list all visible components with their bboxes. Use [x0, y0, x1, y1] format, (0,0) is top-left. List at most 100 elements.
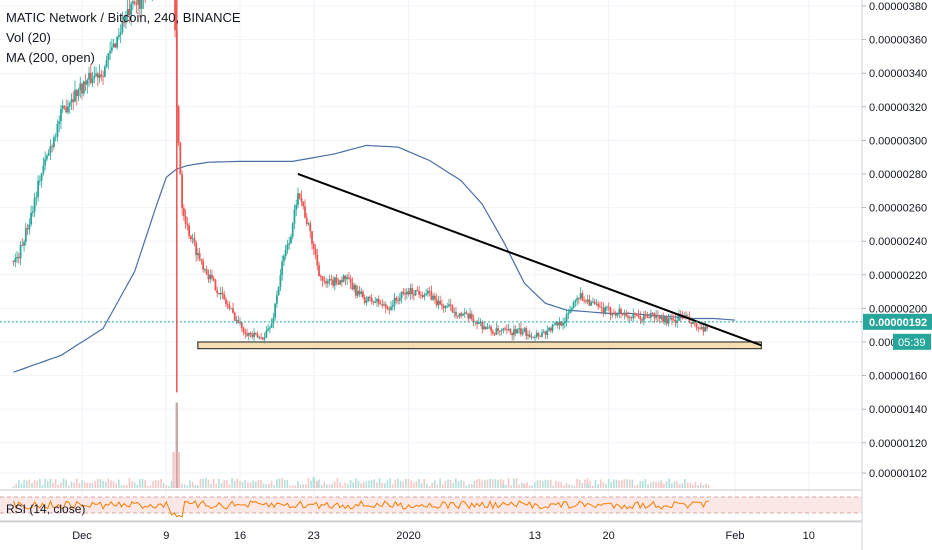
- candle-body: [386, 307, 389, 309]
- volume-bar: [702, 485, 705, 488]
- volume-bar: [368, 480, 370, 488]
- volume-bar: [647, 484, 649, 488]
- candle-body: [137, 0, 140, 5]
- candle-body: [530, 336, 533, 338]
- candle-body: [421, 295, 424, 297]
- candle-body: [74, 89, 76, 102]
- volume-bar: [15, 483, 17, 488]
- candle-body: [639, 316, 642, 320]
- price-axis[interactable]: 0.00000380 0.00000360 0.00000340 0.00000320…: [861, 0, 927, 550]
- candle-body: [671, 318, 673, 320]
- candle-body: [653, 313, 656, 318]
- rsi-indicator-label[interactable]: RSI (14, close): [6, 502, 86, 516]
- candle-body: [186, 224, 189, 226]
- volume-bar: [125, 484, 128, 488]
- candle-body: [379, 303, 382, 305]
- candle-body: [441, 304, 443, 306]
- candle-body: [435, 299, 438, 306]
- candle-body: [467, 313, 470, 319]
- volume-bar: [468, 484, 470, 488]
- volume-bar: [457, 481, 460, 488]
- volume-bar: [46, 480, 49, 488]
- volume-bar: [276, 479, 278, 488]
- volume-bar: [613, 479, 615, 488]
- candle-body: [125, 15, 127, 23]
- candle-body: [31, 211, 34, 213]
- candle-body: [33, 197, 36, 212]
- candle-body: [502, 328, 505, 330]
- candle-body: [332, 279, 334, 286]
- candle-body: [377, 298, 380, 304]
- candle-body: [281, 261, 284, 276]
- volume-bar: [204, 478, 207, 488]
- volume-bar: [323, 481, 326, 488]
- volume-bar: [552, 485, 555, 488]
- candle-body: [56, 124, 59, 137]
- candle-body: [546, 330, 549, 335]
- candle-body: [560, 321, 563, 326]
- candle-body: [621, 313, 624, 315]
- candle-body: [235, 320, 238, 321]
- time-axis-label: 23: [308, 530, 320, 542]
- candle-body: [437, 300, 440, 306]
- candle-body: [390, 306, 392, 310]
- volume-bar: [547, 480, 549, 488]
- candle-body: [239, 322, 241, 324]
- candle-body: [567, 312, 570, 315]
- candle-body: [678, 314, 680, 321]
- time-axis[interactable]: Dec 9 16 23 2020 13 20 Feb 10: [0, 521, 862, 542]
- candle-body: [465, 312, 468, 314]
- candle-body: [614, 313, 617, 316]
- ma-indicator-label[interactable]: MA (200, open): [6, 50, 95, 65]
- candle-body: [49, 146, 52, 153]
- volume-bar: [260, 479, 262, 488]
- candle-body: [616, 313, 619, 316]
- candle-body: [460, 313, 463, 316]
- candle-body: [372, 301, 375, 303]
- volume-bar: [18, 480, 20, 488]
- volume-bar: [684, 479, 686, 488]
- candle-body: [358, 290, 361, 294]
- volume-bar: [502, 480, 505, 488]
- volume-bar: [628, 479, 631, 488]
- volume-bar: [305, 484, 307, 488]
- candle-body: [128, 8, 131, 15]
- volume-bar: [536, 480, 539, 488]
- candle-body: [432, 295, 435, 300]
- candle-body: [256, 334, 259, 338]
- volume-bar: [52, 483, 54, 488]
- candle-body: [21, 245, 24, 246]
- volume-bar: [31, 483, 33, 488]
- candle-body: [391, 305, 394, 307]
- price-axis-label: 0.00000120: [869, 438, 927, 450]
- candle-body: [198, 253, 201, 260]
- candle-body: [188, 225, 191, 236]
- volume-bar: [655, 481, 657, 488]
- candle-body: [353, 285, 356, 290]
- candle-body: [511, 332, 514, 336]
- candle-body: [340, 280, 343, 283]
- vol-indicator-label[interactable]: Vol (20): [6, 30, 51, 45]
- candle-body: [219, 292, 222, 295]
- candle-body: [388, 308, 391, 310]
- volume-bar: [170, 480, 173, 488]
- candle-body: [67, 106, 69, 113]
- volume-bar: [41, 485, 44, 488]
- candle-body: [384, 304, 387, 308]
- price-axis-label: 0.00000200: [869, 303, 927, 315]
- candle-body: [442, 305, 445, 309]
- candle-body: [383, 304, 385, 306]
- candle-body: [425, 293, 428, 295]
- candle-body: [370, 297, 373, 302]
- candle-body: [572, 302, 575, 309]
- candle-body: [702, 326, 705, 332]
- candle-body: [105, 59, 108, 67]
- candle-body: [577, 298, 580, 299]
- volume-bar: [673, 481, 676, 488]
- volume-bar: [207, 479, 210, 488]
- candle-body: [523, 328, 526, 333]
- volume-bar: [586, 483, 589, 488]
- price-axis-label: 0.00000220: [869, 270, 927, 282]
- symbol-title[interactable]: MATIC Network / Bitcoin, 240, BINANCE: [6, 10, 241, 25]
